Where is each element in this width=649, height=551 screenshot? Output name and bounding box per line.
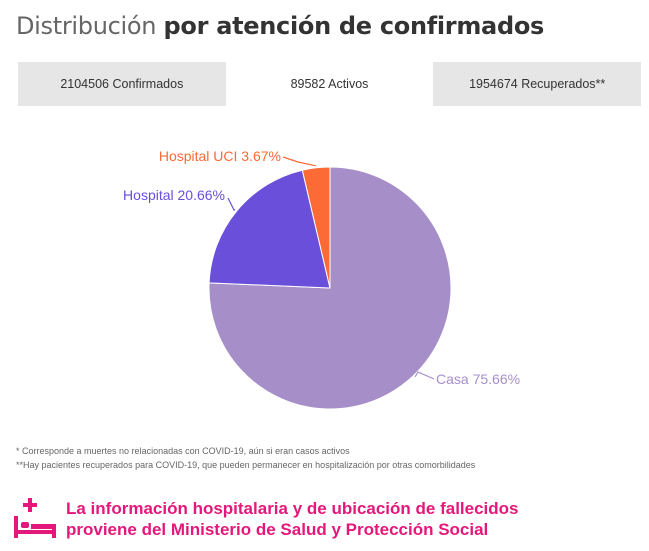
footnote-2: **Hay pacientes recuperados para COVID-1… (16, 460, 476, 470)
tab-bar: 2104506 Confirmados 89582 Activos 195467… (18, 62, 641, 106)
title-prefix: Distribución (16, 12, 157, 40)
slice-label: Hospital UCI 3.67% (159, 148, 281, 164)
footnotes: * Corresponde a muertes no relacionadas … (16, 444, 475, 472)
leader-line (414, 371, 435, 380)
tab-recuperados[interactable]: 1954674 Recuperados** (469, 77, 606, 91)
hospital-bed-icon (14, 498, 56, 538)
source-line-2: proviene del Ministerio de Salud y Prote… (66, 520, 489, 539)
source-text: La información hospitalaria y de ubicaci… (66, 498, 519, 540)
pie-chart: Casa 75.66% Hospital 20.66% Hospital UCI 3… (123, 148, 520, 410)
leader-line (282, 156, 316, 167)
chart-title: Distribución por atención de confirmados (16, 12, 544, 40)
tab-confirmados[interactable]: 2104506 Confirmados (60, 77, 184, 91)
title-bold: por atención de confirmados (163, 12, 545, 40)
tab-activos[interactable]: 89582 Activos (225, 62, 434, 106)
source-line-1: La información hospitalaria y de ubicaci… (66, 499, 519, 518)
source-banner: La información hospitalaria y de ubicaci… (12, 496, 642, 542)
pie-slice-hospital-uci[interactable] (301, 166, 331, 289)
chart-panel: Casa 75.66% Hospital 20.66% Hospital UCI 3… (0, 106, 649, 479)
slice-label: Hospital 20.66% (123, 187, 225, 203)
footnote-1: * Corresponde a muertes no relacionadas … (16, 446, 350, 456)
leader-line (227, 197, 236, 211)
slice-label: Casa 75.66% (436, 371, 520, 387)
pie-slice-hospital[interactable] (208, 169, 331, 289)
